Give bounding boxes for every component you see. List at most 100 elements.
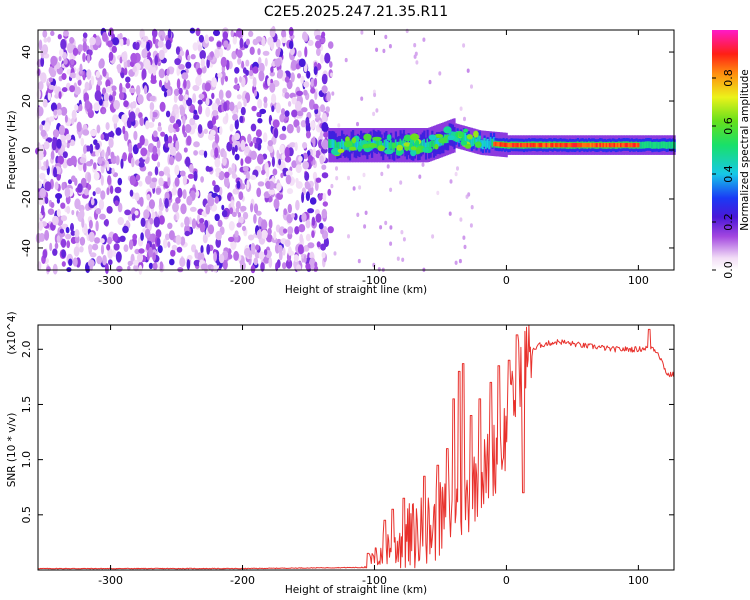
spectrogram-cell	[305, 191, 310, 202]
spectrogram-cell	[215, 237, 221, 248]
spectrogram-cell	[138, 112, 143, 119]
spectrogram-cell	[236, 94, 242, 100]
spectrogram-cell	[141, 48, 148, 59]
colorbar	[712, 30, 738, 270]
spectrogram-cell	[275, 102, 281, 114]
spectrogram-cell	[632, 142, 635, 148]
spectrogram-cell	[449, 179, 453, 184]
spectrogram-cell	[616, 142, 619, 148]
x-tick-label: -200	[230, 274, 255, 287]
spectrogram-cell	[263, 96, 268, 103]
spectrogram-cell	[234, 230, 239, 238]
spectrogram-cell	[59, 48, 64, 57]
spectrogram-cell	[645, 141, 648, 149]
spectrogram-cell	[321, 85, 328, 94]
spectrogram-cell	[236, 180, 241, 189]
spectrogram-cell	[288, 40, 294, 50]
spectrogram-cell	[192, 84, 200, 92]
spectrogram-cell	[268, 257, 273, 268]
spectrogram-cell	[229, 123, 234, 132]
spectrogram-cell	[196, 252, 203, 261]
spectrogram-cell	[313, 103, 319, 110]
spectrogram-cell	[395, 150, 403, 156]
spectrogram-cell	[250, 203, 254, 213]
spectrogram-cell	[114, 200, 119, 207]
spectrogram-cell	[321, 208, 328, 219]
spectrogram-cell	[320, 54, 324, 64]
spectrogram-cell	[605, 142, 608, 148]
spectrogram-cell	[168, 230, 175, 241]
spectrogram-cell	[320, 37, 326, 44]
spectrogram-cell	[143, 85, 148, 95]
spectrogram-cell	[443, 126, 452, 134]
spectrogram-cell	[324, 52, 331, 64]
spectrogram-cell	[149, 182, 157, 189]
spectrogram-cell	[211, 77, 218, 88]
spectrogram-cell	[210, 148, 215, 158]
spectrogram-cell	[156, 261, 160, 269]
spectrogram-cell	[108, 138, 114, 149]
spectrogram-cell	[212, 180, 216, 187]
spectrogram-cell	[321, 73, 328, 85]
x-tick-label: -100	[362, 274, 387, 287]
spectrogram-cell	[282, 247, 286, 256]
spectrogram-cell	[477, 135, 480, 144]
snr-frame	[37, 324, 675, 571]
spectrogram-cell	[291, 109, 298, 118]
spectrogram-cell	[551, 142, 554, 148]
spectrogram-cell	[198, 149, 206, 156]
spectrogram-cell	[377, 145, 385, 152]
spectrogram-cell	[211, 116, 217, 125]
spectrogram-cell	[193, 114, 200, 120]
spectrogram-cell	[89, 143, 94, 154]
spectrogram-cell	[235, 200, 241, 210]
spectrogram-cell	[108, 51, 114, 61]
spectrogram-cell	[520, 142, 523, 148]
spectrogram-cell	[372, 111, 376, 117]
spectrogram-cell	[137, 94, 144, 105]
spectrogram-cell	[646, 141, 649, 149]
spectrogram-cell	[380, 171, 384, 177]
spectrogram-cell	[281, 29, 286, 38]
spectrogram-cell	[129, 175, 136, 186]
spectrogram-cell	[279, 133, 287, 140]
spectrogram-cell	[44, 196, 49, 204]
spectrogram-cell	[545, 142, 548, 148]
spectrogram-cell	[177, 187, 183, 198]
spectrogram-cell	[134, 248, 140, 255]
spectrogram-cell	[183, 79, 187, 89]
spectrogram-cell	[232, 113, 238, 121]
spectrogram-cell	[112, 37, 120, 46]
spectrogram-cell	[637, 142, 640, 148]
spectrogram-cell	[128, 239, 134, 250]
spectrogram-cell	[108, 259, 113, 266]
spectrogram-cell	[466, 134, 469, 144]
spectrogram-cell	[179, 257, 186, 268]
spectrogram-cell	[358, 185, 362, 190]
spectrogram-cell	[147, 171, 153, 177]
spectrogram-cell	[286, 123, 294, 134]
spectrogram-cell	[314, 91, 318, 100]
spectrogram-cell	[213, 251, 218, 262]
spectrogram-cell	[134, 210, 139, 216]
spectrogram-cell	[319, 131, 323, 140]
spectrogram-cell	[103, 219, 109, 226]
spectrogram-cell	[104, 263, 109, 275]
spectrogram-cell	[267, 36, 274, 46]
spectrogram-cell	[238, 76, 242, 83]
spectrogram-cell	[356, 212, 360, 217]
spectrogram-cell	[121, 114, 128, 123]
spectrogram-cell	[274, 58, 282, 67]
spectrogram-cell	[478, 135, 481, 145]
spectrogram-cell	[107, 131, 115, 138]
spectrogram-cell	[101, 149, 105, 158]
spectrogram-cell	[321, 139, 329, 150]
spectrogram-cell	[618, 142, 621, 148]
spectrogram-cell	[207, 120, 214, 130]
spectrogram-cell	[125, 220, 130, 228]
spectrogram-cell	[195, 75, 202, 87]
spectrogram-cell	[185, 156, 191, 167]
spectrogram-cell	[434, 139, 437, 149]
colorbar-label: Normalized spectral amplitude	[739, 69, 750, 230]
